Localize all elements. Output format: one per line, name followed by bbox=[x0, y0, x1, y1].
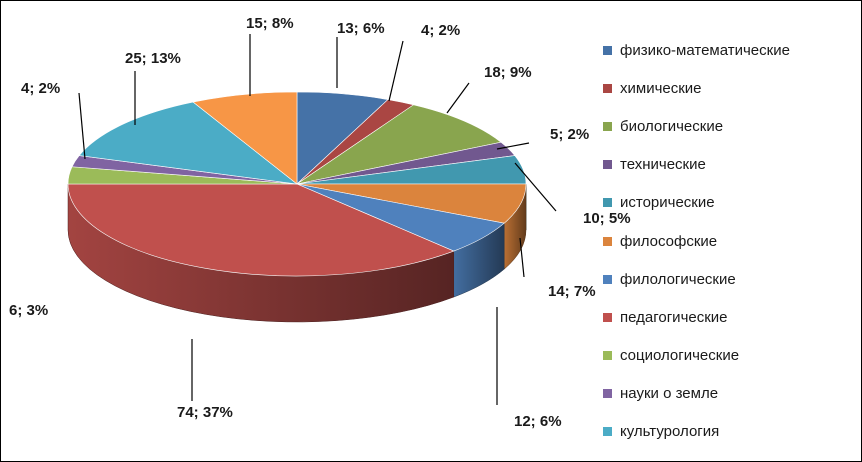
legend-swatch bbox=[603, 427, 612, 437]
legend-swatch bbox=[603, 160, 612, 170]
data-label-5: 14; 7% bbox=[548, 283, 596, 300]
legend-swatch bbox=[603, 274, 612, 284]
legend-label: философские bbox=[620, 232, 718, 250]
data-label-2: 18; 9% bbox=[484, 64, 532, 81]
legend-item: педагогические bbox=[603, 298, 790, 336]
legend-label: педагогические bbox=[620, 308, 728, 326]
legend-item: исторические bbox=[603, 184, 790, 222]
data-label-4: 10; 5% bbox=[583, 210, 631, 227]
legend-swatch bbox=[603, 121, 612, 131]
data-label-10: 25; 13% bbox=[125, 50, 181, 67]
legend-item: биологические bbox=[603, 107, 790, 145]
data-labels: 13; 6% 4; 2% 18; 9% 5; 2% 10; 5% 14; 7% 12; 6%… bbox=[9, 15, 631, 430]
data-label-6: 12; 6% bbox=[514, 413, 562, 430]
legend-label: технические bbox=[620, 156, 706, 174]
legend-label: культурология bbox=[620, 423, 720, 441]
leader-line-4 bbox=[514, 162, 557, 212]
legend-label: физико-математические bbox=[620, 41, 790, 59]
legend-item: филологические bbox=[603, 260, 790, 298]
legend-label: биологические bbox=[620, 117, 724, 135]
legend-item: технические bbox=[603, 146, 790, 184]
legend-swatch bbox=[603, 198, 612, 208]
leader-line-1 bbox=[388, 40, 404, 102]
legend-label: науки о земле bbox=[620, 385, 719, 403]
legend-item: науки о земле bbox=[603, 375, 790, 413]
legend-label: химические bbox=[620, 79, 702, 97]
legend-item: химические bbox=[603, 69, 790, 107]
data-label-1: 4; 2% bbox=[421, 22, 460, 39]
leader-line-5 bbox=[519, 237, 525, 278]
leader-lines bbox=[78, 34, 557, 405]
data-label-8: 6; 3% bbox=[9, 302, 48, 319]
legend-item: философские bbox=[603, 222, 790, 260]
legend-swatch bbox=[603, 45, 612, 55]
data-label-0: 13; 6% bbox=[337, 20, 385, 37]
data-label-7: 74; 37% bbox=[177, 404, 233, 421]
data-label-3: 5; 2% bbox=[550, 126, 589, 143]
leader-line-2 bbox=[446, 82, 470, 114]
legend-swatch bbox=[603, 83, 612, 93]
legend-label: исторические bbox=[620, 194, 715, 212]
legend-item: физико-математические bbox=[603, 31, 790, 69]
pie-slice-2 bbox=[296, 104, 502, 185]
legend-swatch bbox=[603, 351, 612, 361]
pie-tops bbox=[67, 91, 527, 277]
data-label-9: 4; 2% bbox=[21, 80, 60, 97]
pie-slice-7 bbox=[67, 183, 455, 277]
pie-slice-11 bbox=[192, 91, 298, 185]
legend-swatch bbox=[603, 312, 612, 322]
leader-line-9 bbox=[78, 92, 86, 160]
legend-swatch bbox=[603, 236, 612, 246]
legend-swatch bbox=[603, 389, 612, 399]
legend-label: филологические bbox=[620, 270, 736, 288]
legend-label: социологические bbox=[620, 347, 740, 365]
leader-line-3 bbox=[496, 142, 530, 150]
legend: физико-математические химические биологиче… bbox=[603, 31, 790, 451]
legend-item: культурология bbox=[603, 413, 790, 451]
data-label-11: 15; 8% bbox=[246, 15, 294, 32]
legend-item: социологические bbox=[603, 337, 790, 375]
